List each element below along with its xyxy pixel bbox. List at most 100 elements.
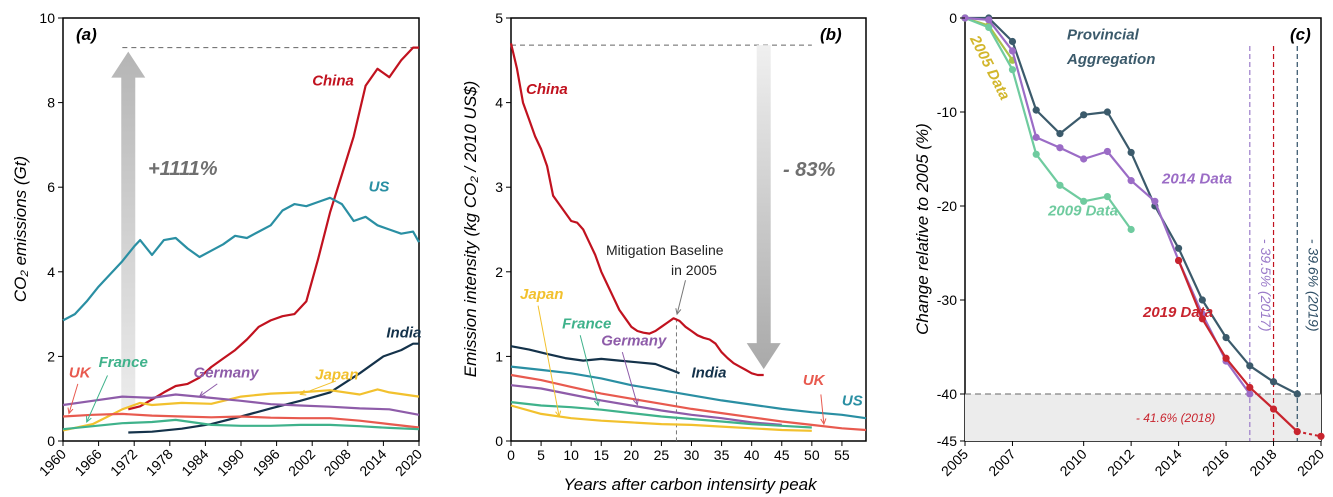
- panel-b-title: (b): [820, 25, 842, 44]
- data-point-2019-data: [1222, 354, 1230, 362]
- baseline-note-line2: in 2005: [671, 262, 717, 278]
- label-pointer: [820, 394, 825, 425]
- x-tick-label: 2014: [1151, 446, 1184, 479]
- y-tick-label: 8: [47, 95, 55, 111]
- y-tick-label: 2: [495, 264, 503, 280]
- series-line-2009-data: [964, 16, 1132, 231]
- y-tick-label: 0: [47, 433, 55, 449]
- x-tick-label: 1972: [107, 446, 140, 479]
- series-label-germany: Germany: [194, 365, 260, 382]
- series-line-germany: [510, 384, 782, 426]
- label-pointer-head: [198, 391, 206, 398]
- series-label-provincial: Provincial: [1067, 27, 1140, 44]
- series-label-uk: UK: [803, 372, 826, 389]
- label-pointer: [86, 375, 108, 423]
- data-point-2014-data: [1103, 147, 1111, 156]
- data-point-2014-data: [985, 16, 993, 24]
- data-point-2014-data: [1127, 177, 1135, 185]
- x-tick-label: 15: [593, 447, 609, 463]
- series-label-france: France: [99, 354, 148, 371]
- data-point-provincial-aggregation: [1008, 37, 1017, 46]
- data-point-provincial-aggregation: [1246, 362, 1254, 370]
- x-tick-label: 55: [834, 447, 850, 463]
- x-tick-label: 30: [684, 447, 700, 463]
- series-line-us: [510, 365, 867, 420]
- series-line-france: [510, 401, 812, 429]
- label-pointer-head: [632, 398, 639, 406]
- x-tick-label: 25: [654, 447, 670, 463]
- series-line-uk: [62, 412, 420, 429]
- decrease-arrow-shape: [746, 45, 781, 370]
- target-year-label-2017: - 39.5% (2017): [1258, 239, 1274, 332]
- x-tick-label: 2012: [1104, 446, 1137, 479]
- x-tick-label: 40: [744, 447, 760, 463]
- y-tick-label: 4: [495, 95, 503, 111]
- series-label-2014-data: 2014 Data: [1161, 170, 1232, 187]
- data-point-2014-data: [1080, 155, 1088, 163]
- series-line-germany: [62, 393, 420, 416]
- data-point-2019-data: [1198, 315, 1206, 323]
- series-label-aggregation: Aggregation: [1066, 51, 1155, 68]
- x-tick-label: 2002: [285, 446, 318, 479]
- x-tick-label: 1984: [178, 446, 211, 479]
- y-tick-label: -20: [937, 198, 957, 214]
- data-point-2009-data: [1008, 66, 1017, 74]
- panel-b-annotation: - 83%: [783, 159, 835, 181]
- data-point-provincial-aggregation: [1175, 244, 1183, 252]
- y-tick-label: -40: [937, 386, 957, 402]
- x-tick-label: 5: [537, 447, 545, 463]
- decrease-arrow: [746, 45, 781, 370]
- y-tick-label: 0: [949, 10, 957, 26]
- series-line-japan: [510, 404, 812, 432]
- label-pointer-head: [820, 418, 827, 426]
- series-extension-2019-data: [1297, 430, 1322, 438]
- data-point-2019-data: [1317, 432, 1325, 440]
- x-tick-label: 1978: [143, 446, 176, 479]
- data-point-2019-data: [1246, 383, 1254, 392]
- data-point-2009-data: [985, 23, 993, 31]
- y-tick-label: -10: [937, 104, 957, 120]
- baseline-note-line1: Mitigation Baseline: [606, 242, 724, 258]
- increase-arrow-shape: [111, 51, 146, 410]
- label-pointer: [579, 335, 599, 406]
- x-tick-label: 35: [714, 447, 730, 463]
- panel-b-frame: [510, 17, 867, 442]
- data-point-2014-data: [1151, 197, 1159, 205]
- data-point-2009-data: [1056, 181, 1064, 189]
- series-line-india: [510, 345, 680, 375]
- series-label-india: India: [692, 365, 727, 382]
- panel-a-ylabel: CO₂ emissions (Gt): [11, 156, 30, 302]
- series-label-us: US: [369, 178, 390, 195]
- y-tick-label: 10: [39, 10, 55, 26]
- series-label-2019-data: 2019 Data: [1142, 304, 1213, 321]
- data-point-provincial-aggregation: [1293, 390, 1301, 398]
- x-tick-label: 1960: [36, 446, 69, 479]
- x-tick-label: 50: [804, 447, 820, 463]
- x-tick-label: 45: [774, 447, 790, 463]
- x-tick-label: 2008: [321, 446, 354, 479]
- target-year-label-2019: - 39.6% (2019): [1305, 239, 1321, 332]
- data-point-2019-data: [1269, 405, 1278, 413]
- y-tick-label: 3: [495, 179, 503, 195]
- panel-b-xlabel: Years after carbon intensirty peak: [563, 475, 818, 494]
- series-line-china: [128, 46, 419, 411]
- y-tick-label: -30: [937, 292, 957, 308]
- data-point-2014-data: [1008, 47, 1017, 55]
- y-tick-label: 2: [47, 348, 55, 364]
- series-label-japan: Japan: [315, 367, 358, 384]
- series-label-china: China: [526, 81, 568, 98]
- y-tick-label: -45: [937, 433, 957, 449]
- series-label-germany: Germany: [601, 332, 667, 349]
- panel-a-title: (a): [76, 25, 97, 44]
- data-point-provincial-aggregation: [1127, 148, 1135, 157]
- x-tick-label: 2010: [1056, 446, 1089, 479]
- label-pointer: [300, 380, 337, 395]
- y-tick-label: 5: [495, 10, 503, 26]
- label-pointer-head: [86, 415, 92, 424]
- x-tick-label: 1996: [249, 446, 282, 479]
- series-line-france: [62, 418, 420, 431]
- panel-c-title: (c): [1290, 25, 1311, 44]
- x-tick-label: 20: [624, 447, 640, 463]
- series-line-us: [62, 196, 420, 322]
